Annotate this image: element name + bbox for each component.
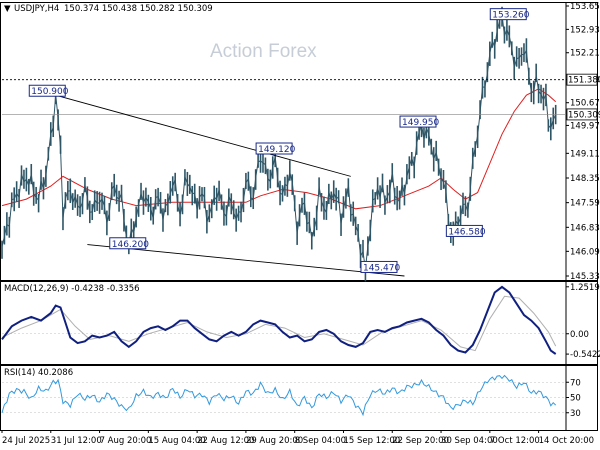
macd-signal-line xyxy=(1,295,557,352)
price-level-box xyxy=(489,8,527,21)
price-level-label: 146.580 xyxy=(448,227,485,237)
price-ytick-label: 152.210 xyxy=(570,49,600,59)
price-level-label: 146.200 xyxy=(112,240,149,250)
last-price-axis-label-box xyxy=(566,108,598,121)
xtick-label: 7 Aug 20:00 xyxy=(100,436,152,446)
rsi-line xyxy=(1,374,557,417)
level-axis-label: 151.380 xyxy=(568,76,600,86)
price-level-label: 145.470 xyxy=(363,263,400,273)
price-ytick-label: 153.650 xyxy=(570,2,600,12)
macd-header: MACD(12,26,9) -0.4238 -0.3356 xyxy=(4,284,140,294)
xtick-label: 22 Aug 12:00 xyxy=(197,436,254,446)
xtick-label: 8 Sep 04:00 xyxy=(295,436,346,446)
xtick-label: 29 Aug 20:00 xyxy=(246,436,303,446)
price-ytick-label: 147.590 xyxy=(570,199,600,209)
price-ytick-label: 146.830 xyxy=(570,223,600,233)
price-level-box xyxy=(109,237,147,250)
ohlc-values: 150.374 150.438 150.282 150.309 xyxy=(64,4,213,14)
price-level-box xyxy=(399,115,437,128)
rsi-ytick-label: 50 xyxy=(570,394,581,404)
price-ytick-label: 149.970 xyxy=(570,121,600,131)
rsi-header: RSI(14) 40.2086 xyxy=(4,368,73,378)
price-ytick-label: 149.110 xyxy=(570,149,600,159)
xtick-label: 15 Sep 12:00 xyxy=(343,436,400,446)
xtick-label: 31 Jul 12:00 xyxy=(51,436,102,446)
trendline xyxy=(87,244,405,277)
symbol-timeframe: USDJPY,H4 xyxy=(14,4,59,14)
panel-frame-macd xyxy=(0,281,598,365)
macd-line xyxy=(1,285,557,355)
price-level-label: 150.900 xyxy=(31,87,68,97)
xtick-label: 22 Sep 20:00 xyxy=(392,436,449,446)
price-ytick-label: 150.670 xyxy=(570,99,600,109)
chart-header-arrow: ▼ xyxy=(4,4,11,14)
price-level-box xyxy=(28,84,66,97)
macd-ytick-label: 0.00 xyxy=(570,330,589,340)
moving-average-line xyxy=(1,88,557,210)
panel-frame-rsi xyxy=(0,365,598,431)
price-level-label: 149.950 xyxy=(402,118,439,128)
price-level-label: 149.120 xyxy=(258,145,295,155)
last-price-axis-label: 150.309 xyxy=(568,110,600,120)
price-ytick-label: 146.090 xyxy=(570,247,600,257)
xtick-label: 30 Sep 04:00 xyxy=(441,436,498,446)
price-level-box xyxy=(445,224,483,237)
price-series-line xyxy=(1,14,557,270)
panel-frame-price xyxy=(0,2,598,281)
xtick-label: 15 Aug 04:00 xyxy=(148,436,205,446)
chart-watermark: Action Forex xyxy=(210,41,317,62)
price-ytick-label: 145.330 xyxy=(570,272,600,282)
level-axis-label-box xyxy=(566,73,598,86)
price-ytick-label: 152.930 xyxy=(570,25,600,35)
price-ytick-label: 148.350 xyxy=(570,174,600,184)
price-level-label: 153.260 xyxy=(492,11,529,21)
trendline xyxy=(55,94,351,177)
xtick-label: 24 Jul 2025 xyxy=(2,436,50,446)
xtick-label: 14 Oct 20:00 xyxy=(539,436,594,446)
macd-ytick-label: 1.2519 xyxy=(570,283,600,293)
price-level-box xyxy=(255,142,293,155)
rsi-ytick-label: 70 xyxy=(570,378,581,388)
xtick-label: 7 Oct 12:00 xyxy=(490,436,540,446)
macd-ytick-label: -0.5422 xyxy=(570,350,600,360)
price-level-box xyxy=(360,260,398,273)
rsi-ytick-label: 30 xyxy=(570,409,581,419)
